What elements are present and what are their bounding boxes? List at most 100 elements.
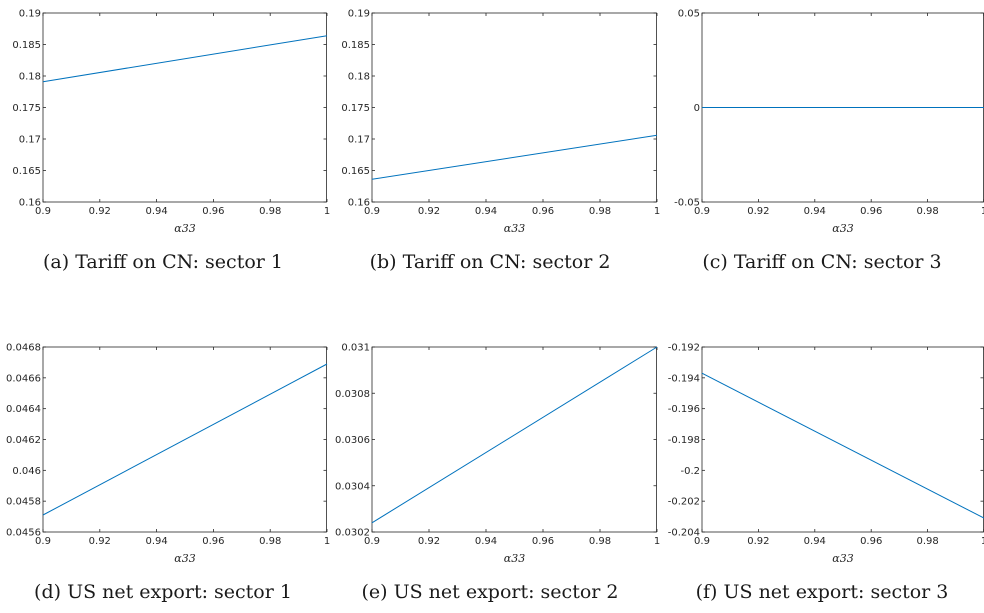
x-tick-label: 0.94 [475,536,497,547]
y-tick-label: 0.0306 [335,435,370,446]
x-tick-label: 1 [654,206,660,217]
x-tick-label: 1 [324,206,330,217]
x-tick-label: 0.9 [35,536,51,547]
axes-box [371,12,657,203]
y-tick-label: 0.17 [19,135,41,146]
y-tick-label: 0.0308 [335,389,370,400]
y-tick-label: 0.185 [341,40,370,51]
y-tick-label: 0.17 [348,135,370,146]
x-axis-label: α33 [504,222,525,235]
x-tick-label: 0.94 [475,206,497,217]
y-tick-label: -0.202 [668,497,700,508]
x-tick-label: 0.94 [804,206,826,217]
y-tick-label: -0.192 [668,343,700,354]
y-tick-label: -0.05 [674,198,700,209]
x-tick-label: 0.96 [532,206,554,217]
y-tick-label: 0.0456 [6,528,41,539]
x-tick-label: 0.92 [747,206,769,217]
x-tick-label: 1 [981,206,984,217]
x-tick-label: 0.9 [694,536,710,547]
x-axis-label: α33 [832,552,853,565]
y-tick-label: 0.165 [12,166,41,177]
x-tick-label: 0.92 [418,206,440,217]
y-tick-label: -0.198 [668,435,700,446]
series-line [42,363,328,516]
x-tick-label: 0.94 [145,206,167,217]
series-line [42,35,328,83]
series-line [701,372,984,519]
x-tick-label: 0.9 [364,206,380,217]
x-tick-label: 0.98 [259,536,281,547]
y-tick-label: 0.165 [341,166,370,177]
panel-caption: (d) US net export: sector 1 [34,581,292,603]
y-tick-label: 0.16 [348,198,370,209]
x-axis-label: α33 [832,222,853,235]
x-tick-label: 0.92 [89,536,111,547]
x-tick-label: 0.96 [202,536,224,547]
y-tick-label: -0.2 [680,466,700,477]
x-tick-label: 0.98 [259,206,281,217]
x-tick-label: 0.96 [860,536,882,547]
panel-caption: (e) US net export: sector 2 [362,581,619,603]
y-tick-label: -0.194 [668,373,700,384]
panel-c: 0.9 0.92 0.94 0.96 0.98 1 -0.05 0 0.05 α33 (c) Tar… [674,9,984,273]
x-axis-label: α33 [174,552,195,565]
y-tick-label: -0.196 [668,404,700,415]
panel-caption: (a) Tariff on CN: sector 1 [43,251,283,273]
y-tick-label: 0.175 [12,103,41,114]
axes-box [42,12,327,203]
x-tick-label: 0.96 [532,536,554,547]
y-tick-label: 0.0466 [6,373,41,384]
panel-caption: (b) Tariff on CN: sector 2 [370,251,611,273]
x-tick-label: 0.92 [89,206,111,217]
x-tick-label: 0.96 [202,206,224,217]
panel-e: 0.9 0.92 0.94 0.96 0.98 1 0.0302 0.0304 0.0306 0.… [335,343,660,604]
y-tick-label: 0.185 [12,40,41,51]
y-tick-label: 0.0302 [335,528,370,539]
y-tick-label: 0.05 [678,9,700,20]
y-tick-label: 0.031 [341,343,370,354]
x-tick-label: 0.98 [589,536,611,547]
y-tick-label: 0.0462 [6,435,41,446]
panel-caption: (f) US net export: sector 3 [696,581,949,603]
x-axis-label: α33 [504,552,525,565]
x-tick-label: 0.9 [35,206,51,217]
y-tick-label: 0.046 [12,466,41,477]
x-tick-label: 0.92 [747,536,769,547]
y-tick-label: 0 [694,103,700,114]
axes-box [371,346,657,533]
y-tick-label: 0.19 [19,9,41,20]
panel-f: 0.9 0.92 0.94 0.96 0.98 1 -0.204 -0.202 -0.2 -0.1… [668,343,984,603]
y-tick-label: 0.19 [348,9,370,20]
x-tick-label: 0.98 [916,206,938,217]
x-tick-label: 0.94 [804,536,826,547]
panel-a: 0.9 0.92 0.94 0.96 0.98 1 0.16 0.165 0.17 0.175 0.… [12,9,330,274]
x-tick-label: 0.92 [418,536,440,547]
y-tick-label: 0.18 [348,72,370,83]
y-tick-label: 0.175 [341,103,370,114]
x-tick-label: 0.94 [145,536,167,547]
y-tick-label: -0.204 [668,528,700,539]
x-tick-label: 1 [654,536,660,547]
panel-caption: (c) Tariff on CN: sector 3 [702,251,941,273]
x-axis-label: α33 [174,222,195,235]
panel-d: 0.9 0.92 0.94 0.96 0.98 1 0.0456 0.0458 0.046 0.0… [6,343,330,604]
y-tick-label: 0.0464 [6,404,41,415]
series-line [371,346,658,524]
y-tick-label: 0.0304 [335,481,370,492]
x-tick-label: 0.96 [860,206,882,217]
y-tick-label: 0.18 [19,72,41,83]
axes-box [701,346,984,533]
x-tick-label: 0.9 [364,536,380,547]
x-tick-label: 0.9 [694,206,710,217]
series-line [371,134,658,180]
panel-b: 0.9 0.92 0.94 0.96 0.98 1 0.16 0.165 0.17 0.175 0.… [341,9,660,274]
y-tick-label: 0.16 [19,198,41,209]
x-tick-label: 0.98 [916,536,938,547]
y-tick-label: 0.0468 [6,343,41,354]
x-tick-label: 1 [324,536,330,547]
x-tick-label: 0.98 [589,206,611,217]
y-tick-label: 0.0458 [6,497,41,508]
x-tick-label: 1 [981,536,984,547]
